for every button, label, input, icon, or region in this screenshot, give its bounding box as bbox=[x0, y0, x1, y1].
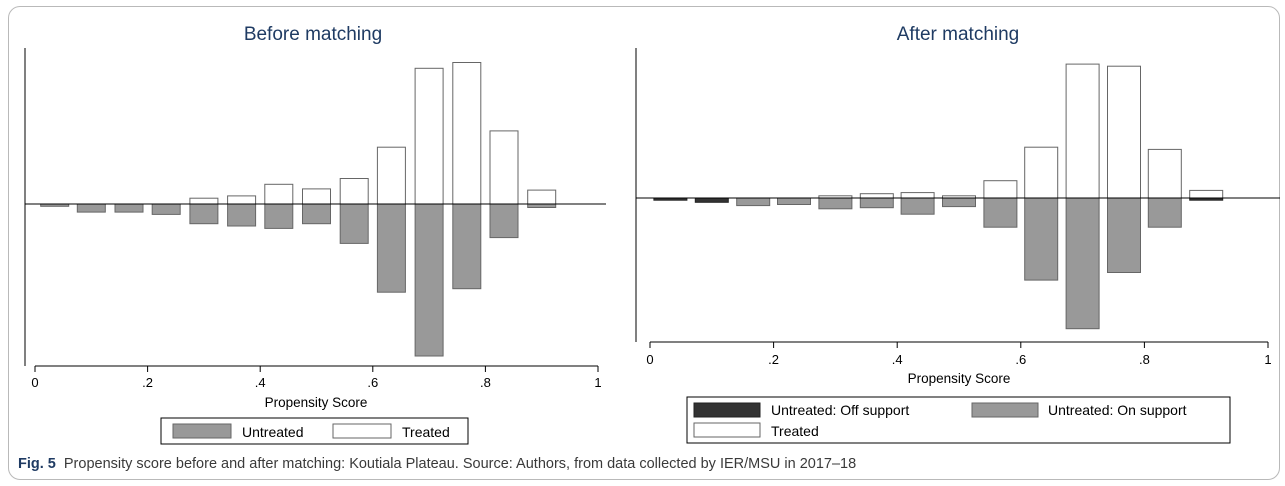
bar-untreated-on-support-9 bbox=[1025, 198, 1058, 280]
x-tick-label: 0 bbox=[31, 375, 38, 390]
bar-untreated-on-support-11 bbox=[1108, 198, 1141, 273]
bar-untreated-on-support-8 bbox=[984, 198, 1017, 227]
bar-untreated-9 bbox=[377, 204, 405, 292]
bar-untreated-on-support-10 bbox=[1066, 198, 1099, 329]
x-tick-label: .8 bbox=[480, 375, 491, 390]
legend-label-treated: Treated bbox=[771, 423, 819, 439]
bar-treated-4 bbox=[190, 198, 218, 204]
chart-title: After matching bbox=[897, 24, 1020, 45]
x-ticks: 0 .2 .4 .6 .8 1 bbox=[31, 366, 601, 390]
x-ticks: 0 .2 .4 .6 .8 1 bbox=[646, 342, 1271, 367]
legend-label-off-support: Untreated: Off support bbox=[771, 402, 909, 418]
bar-treated-8 bbox=[340, 179, 368, 205]
bar-treated-8 bbox=[984, 181, 1017, 198]
bar-treated-5 bbox=[228, 196, 256, 204]
figure-caption: Fig. 5 Propensity score before and after … bbox=[18, 456, 856, 472]
bar-untreated-10 bbox=[415, 204, 443, 356]
bar-untreated-on-support-5 bbox=[860, 198, 893, 208]
bar-treated-10 bbox=[1066, 64, 1099, 198]
bar-untreated-2 bbox=[115, 204, 143, 212]
legend-swatch-untreated bbox=[173, 424, 231, 438]
x-tick-label: .4 bbox=[255, 375, 266, 390]
bar-untreated-11 bbox=[453, 204, 481, 289]
bar-untreated-13 bbox=[528, 204, 556, 208]
legend-label-on-support: Untreated: On support bbox=[1048, 402, 1187, 418]
bar-group bbox=[654, 64, 1223, 329]
bar-untreated-3 bbox=[152, 204, 180, 214]
chart-title: Before matching bbox=[244, 24, 382, 45]
x-axis-label: Propensity Score bbox=[908, 371, 1011, 386]
caption-text: Propensity score before and after matchi… bbox=[64, 456, 856, 472]
bar-treated-5 bbox=[860, 194, 893, 198]
bar-treated-6 bbox=[265, 184, 293, 204]
panel-after-matching: After matching 0 .2 .4 .6 .8 1 Propensity Sco… bbox=[636, 24, 1280, 443]
bar-treated-10 bbox=[415, 68, 443, 204]
bar-treated-12 bbox=[1148, 149, 1181, 198]
x-axis-label: Propensity Score bbox=[265, 395, 368, 410]
x-tick-label: .6 bbox=[1015, 352, 1026, 367]
bar-untreated-8 bbox=[340, 204, 368, 243]
x-tick-label: .2 bbox=[142, 375, 153, 390]
caption-label: Fig. 5 bbox=[18, 456, 56, 472]
bar-untreated-on-support-4 bbox=[819, 198, 852, 209]
legend-swatch-treated bbox=[694, 423, 760, 437]
bar-treated-11 bbox=[1108, 66, 1141, 198]
x-tick-label: .2 bbox=[768, 352, 779, 367]
bar-treated-11 bbox=[453, 63, 481, 205]
bar-treated-6 bbox=[901, 193, 934, 198]
bar-untreated-12 bbox=[490, 204, 518, 238]
bar-treated-12 bbox=[490, 131, 518, 204]
bar-untreated-7 bbox=[303, 204, 331, 224]
bar-untreated-4 bbox=[190, 204, 218, 224]
legend-swatch-on-support bbox=[972, 403, 1038, 417]
bar-untreated-on-support-3 bbox=[778, 198, 811, 205]
bar-untreated-on-support-6 bbox=[901, 198, 934, 214]
x-tick-label: .6 bbox=[367, 375, 378, 390]
legend-label-treated: Treated bbox=[402, 424, 450, 440]
bar-treated-9 bbox=[377, 147, 405, 204]
bar-untreated-6 bbox=[265, 204, 293, 228]
bar-treated-13 bbox=[1190, 190, 1223, 198]
bar-treated-9 bbox=[1025, 147, 1058, 198]
bar-untreated-on-support-12 bbox=[1148, 198, 1181, 227]
x-tick-label: 0 bbox=[646, 352, 653, 367]
panel-before-matching: Before matching 0 .2 .4 .6 .8 1 Propensity Sc… bbox=[25, 24, 606, 444]
legend: Untreated: Off support Untreated: On sup… bbox=[687, 397, 1230, 443]
legend-label-untreated: Untreated bbox=[242, 424, 303, 440]
bar-untreated-on-support-7 bbox=[943, 198, 976, 207]
legend: Untreated Treated bbox=[161, 418, 468, 444]
legend-swatch-off-support bbox=[694, 403, 760, 417]
bar-untreated-on-support-2 bbox=[737, 198, 770, 206]
bar-untreated-off-support-1 bbox=[695, 198, 728, 202]
x-tick-label: .4 bbox=[892, 352, 903, 367]
legend-swatch-treated bbox=[333, 424, 391, 438]
x-tick-label: .8 bbox=[1139, 352, 1150, 367]
bar-untreated-5 bbox=[228, 204, 256, 226]
bar-treated-13 bbox=[528, 190, 556, 204]
bar-untreated-1 bbox=[77, 204, 105, 212]
x-tick-label: 1 bbox=[594, 375, 601, 390]
x-tick-label: 1 bbox=[1264, 352, 1271, 367]
bar-group bbox=[41, 63, 556, 357]
bar-treated-7 bbox=[303, 189, 331, 204]
